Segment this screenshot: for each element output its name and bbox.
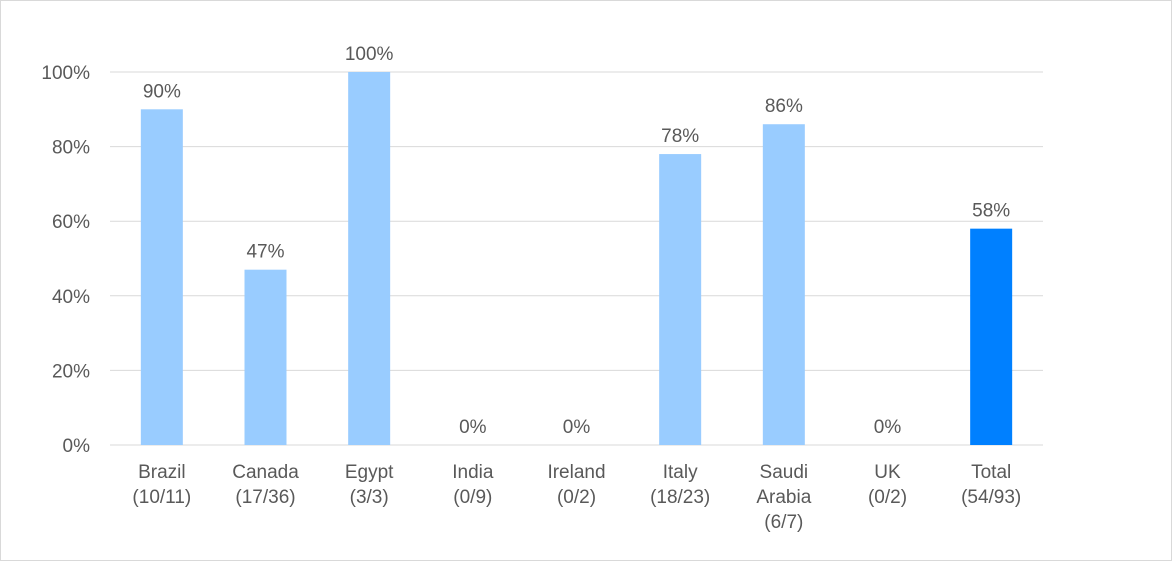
category-label: (10/11) bbox=[132, 487, 191, 508]
category-label: UK bbox=[874, 462, 901, 483]
data-label: 58% bbox=[972, 201, 1010, 222]
data-label: 86% bbox=[765, 96, 803, 117]
category-label: (17/36) bbox=[235, 487, 295, 508]
bar bbox=[348, 72, 391, 445]
category-label: (0/9) bbox=[453, 487, 492, 508]
bar bbox=[244, 269, 287, 445]
data-labels: 90% 47% 100% 0% 0% 78% 86% 0% 58% bbox=[143, 44, 1010, 438]
y-tick-label: 20% bbox=[52, 361, 90, 382]
category-label: (18/23) bbox=[650, 487, 710, 508]
y-tick-label: 60% bbox=[52, 212, 90, 233]
bar bbox=[970, 228, 1013, 445]
category-label: Egypt bbox=[345, 462, 394, 483]
y-axis: 0% 20% 40% 60% 80% 100% bbox=[41, 63, 90, 457]
data-label: 100% bbox=[345, 44, 394, 65]
y-tick-label: 0% bbox=[63, 436, 91, 457]
bars bbox=[140, 72, 1013, 446]
category-label: Arabia bbox=[756, 487, 811, 508]
data-label: 78% bbox=[661, 126, 699, 147]
category-label: (0/2) bbox=[868, 487, 907, 508]
category-label: (0/2) bbox=[557, 487, 596, 508]
data-label: 47% bbox=[246, 242, 284, 263]
bar bbox=[659, 154, 702, 445]
category-label: Brazil bbox=[138, 462, 186, 483]
bar bbox=[140, 109, 183, 446]
y-tick-label: 80% bbox=[52, 138, 90, 159]
category-label: India bbox=[452, 462, 494, 483]
x-axis: Brazil (10/11) Canada (17/36) Egypt (3/3) Indi… bbox=[132, 462, 1021, 533]
category-label: Total bbox=[971, 462, 1011, 483]
category-label: Saudi bbox=[760, 462, 809, 483]
data-label: 0% bbox=[459, 417, 487, 438]
bar bbox=[762, 124, 805, 445]
category-label: (3/3) bbox=[350, 487, 389, 508]
category-label: (54/93) bbox=[961, 487, 1021, 508]
category-label: Ireland bbox=[547, 462, 605, 483]
y-tick-label: 100% bbox=[41, 63, 90, 84]
y-tick-label: 40% bbox=[52, 287, 90, 308]
data-label: 0% bbox=[563, 417, 591, 438]
data-label: 90% bbox=[143, 81, 181, 102]
category-label: (6/7) bbox=[764, 512, 803, 533]
category-label: Canada bbox=[232, 462, 299, 483]
data-label: 0% bbox=[874, 417, 902, 438]
category-label: Italy bbox=[663, 462, 698, 483]
